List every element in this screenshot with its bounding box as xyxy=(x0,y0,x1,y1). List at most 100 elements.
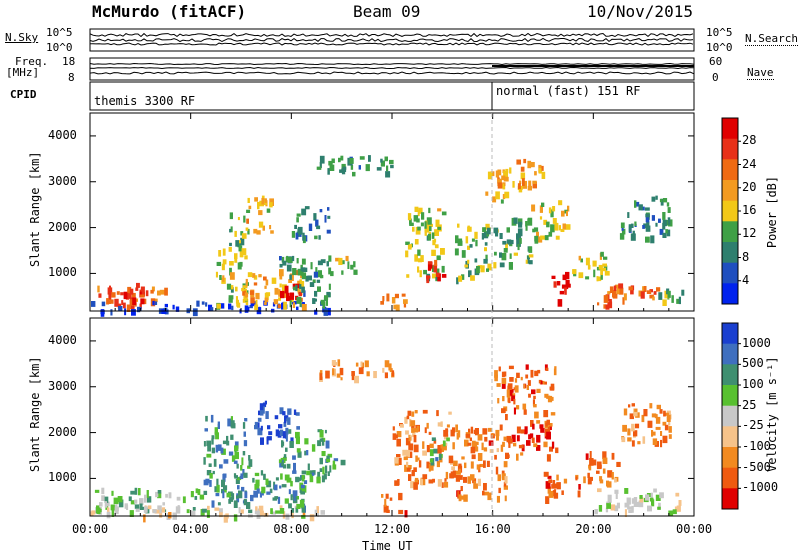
power-cell xyxy=(662,232,667,238)
power-cell xyxy=(152,300,155,306)
power-cell xyxy=(671,295,674,303)
velocity-cell xyxy=(339,367,344,376)
velocity-cell xyxy=(663,410,666,417)
velocity-cell xyxy=(340,377,343,381)
power-cell xyxy=(320,259,326,264)
power-cell xyxy=(132,297,137,305)
power-cell xyxy=(475,239,478,247)
velocity-cell xyxy=(494,370,498,378)
velocity-cell xyxy=(382,367,385,373)
velocity-cell xyxy=(301,475,305,482)
power-cell xyxy=(434,259,438,266)
velocity-cell xyxy=(668,434,672,439)
velocity-cell xyxy=(321,451,326,457)
power-cell xyxy=(440,248,445,255)
power-cell xyxy=(659,198,663,203)
colorbar-swatch xyxy=(722,242,738,264)
velocity-cell xyxy=(135,508,140,512)
power-cell xyxy=(525,224,528,231)
power-cell xyxy=(434,238,437,243)
velocity-cell xyxy=(358,367,364,375)
velocity-cell xyxy=(301,507,306,513)
power-cell xyxy=(470,275,475,281)
power-cell xyxy=(618,283,624,289)
power-cell xyxy=(533,227,539,232)
power-cell xyxy=(253,282,258,286)
velocity-cell xyxy=(279,508,285,514)
beam-title: Beam 09 xyxy=(353,2,421,21)
velocity-cell xyxy=(301,485,307,493)
velocity-cell xyxy=(152,509,157,514)
velocity-cell xyxy=(194,496,198,500)
power-cell xyxy=(292,302,296,308)
power-cell xyxy=(247,197,250,203)
velocity-cell xyxy=(316,476,321,484)
velocity-cell xyxy=(319,430,324,438)
velocity-cell xyxy=(523,409,527,415)
velocity-cell xyxy=(248,455,251,461)
x-tick-label: 00:00 xyxy=(676,522,713,536)
velocity-cell xyxy=(439,453,442,460)
power-cell xyxy=(480,265,485,273)
power-cell xyxy=(219,303,225,309)
power-cell xyxy=(585,276,590,280)
velocity-cell xyxy=(241,457,244,466)
velocity-cell xyxy=(97,509,102,513)
velocity-cell xyxy=(545,367,549,371)
velocity-cell xyxy=(458,475,463,480)
power-cell xyxy=(109,299,114,304)
velocity-cell xyxy=(555,447,559,454)
power-cell xyxy=(486,227,491,235)
velocity-cell xyxy=(585,453,589,460)
power-cell xyxy=(150,289,154,294)
power-cell xyxy=(539,216,543,220)
velocity-cell xyxy=(428,479,434,484)
velocity-cell xyxy=(554,366,557,371)
power-cell xyxy=(318,235,321,240)
power-cell xyxy=(659,228,664,235)
nsky-tick-top: 10^5 xyxy=(46,26,73,39)
velocity-cell xyxy=(101,487,105,495)
y-tick-label: 3000 xyxy=(48,173,77,188)
velocity-cell xyxy=(437,479,443,487)
power-cell xyxy=(414,206,419,212)
velocity-cell xyxy=(498,366,501,372)
velocity-cell xyxy=(324,429,327,434)
velocity-cell xyxy=(540,380,543,385)
power-cell xyxy=(501,175,506,181)
power-cell xyxy=(314,290,318,297)
velocity-cell xyxy=(546,419,550,425)
power-cell xyxy=(578,255,581,261)
velocity-cell xyxy=(236,476,242,481)
velocity-cell xyxy=(506,454,510,458)
freq-trace xyxy=(89,66,695,70)
velocity-cell xyxy=(463,476,468,483)
velocity-cell xyxy=(300,484,305,489)
velocity-cell xyxy=(440,421,443,427)
velocity-cell xyxy=(398,509,404,515)
velocity-cell xyxy=(205,415,208,422)
power-cell xyxy=(271,277,277,284)
power-cell xyxy=(135,287,139,291)
velocity-cell xyxy=(307,463,310,471)
power-cell xyxy=(552,218,557,224)
velocity-cell xyxy=(293,496,296,501)
velocity-cell xyxy=(143,514,146,523)
velocity-cell xyxy=(407,465,412,470)
velocity-cell xyxy=(610,504,616,511)
power-cell xyxy=(566,210,568,217)
cpid-label: CPID xyxy=(10,88,37,101)
velocity-cell xyxy=(404,510,408,518)
velocity-cell xyxy=(513,442,517,447)
velocity-cell xyxy=(283,454,287,458)
power-cell xyxy=(600,268,603,276)
power-cell xyxy=(516,239,521,247)
velocity-cell xyxy=(275,477,279,481)
velocity-cell xyxy=(316,511,319,517)
power-cell xyxy=(347,261,350,269)
velocity-cell xyxy=(659,409,663,414)
power-cell xyxy=(540,235,545,240)
power-cell xyxy=(441,211,447,216)
velocity-cell xyxy=(443,434,449,440)
velocity-cell xyxy=(483,483,487,491)
